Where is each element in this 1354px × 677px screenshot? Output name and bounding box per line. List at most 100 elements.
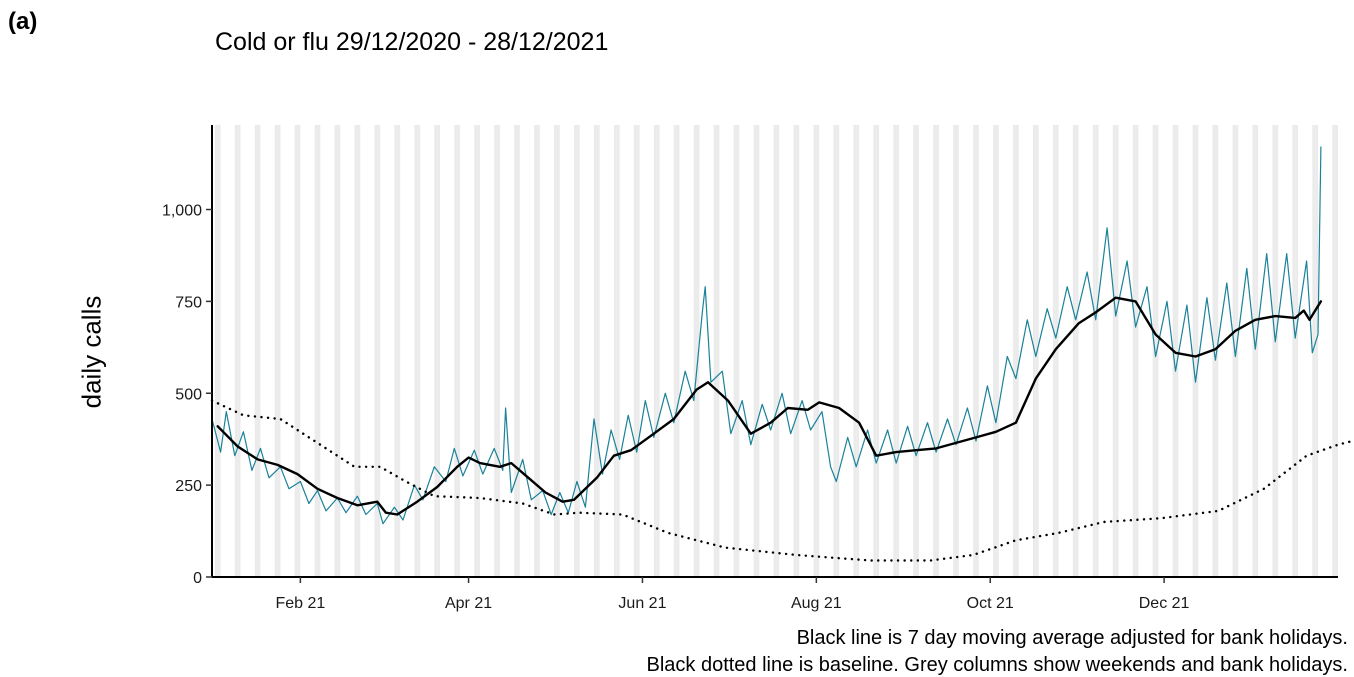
- weekend-column: [1175, 125, 1179, 577]
- weekend-column: [896, 125, 900, 577]
- y-tick-label: 1,000: [162, 203, 202, 220]
- weekend-column: [317, 125, 321, 577]
- weekend-column: [574, 125, 577, 577]
- weekend-column: [1275, 125, 1279, 577]
- weekend-column: [733, 125, 737, 577]
- weekend-column: [297, 125, 301, 577]
- weekend-column: [1252, 125, 1256, 577]
- weekend-column: [1255, 125, 1259, 577]
- weekend-column: [1312, 125, 1316, 577]
- weekend-column: [713, 125, 717, 577]
- x-tick-label: Dec 21: [1139, 595, 1190, 612]
- weekend-column: [517, 125, 520, 577]
- weekend-column: [1132, 125, 1136, 577]
- x-tick-label: Apr 21: [445, 595, 492, 612]
- weekend-column: [277, 125, 281, 577]
- weekend-column: [274, 125, 278, 577]
- weekend-column: [1075, 125, 1079, 577]
- panel-label: (a): [8, 8, 38, 35]
- weekend-column: [633, 125, 637, 577]
- weekend-column: [773, 125, 777, 577]
- weekend-column: [656, 125, 660, 577]
- weekend-column: [796, 125, 800, 577]
- weekend-column: [893, 125, 897, 577]
- weekend-column: [1072, 125, 1076, 577]
- weekend-column: [1232, 125, 1236, 577]
- weekend-column: [596, 125, 600, 577]
- x-tick-label: Jun 21: [618, 595, 666, 612]
- weekend-column: [973, 125, 976, 577]
- weekend-column: [454, 125, 458, 577]
- weekend-column: [334, 125, 338, 577]
- weekend-column: [1272, 125, 1276, 577]
- weekend-column: [753, 125, 757, 577]
- weekend-column: [836, 125, 840, 577]
- weekend-column: [414, 125, 418, 577]
- weekend-column: [214, 125, 218, 577]
- y-tick-label: 500: [175, 386, 202, 403]
- y-tick-label: 0: [193, 570, 202, 587]
- weekend-column: [394, 125, 398, 577]
- chart-title: Cold or flu 29/12/2020 - 28/12/2021: [215, 28, 609, 56]
- weekend-column: [1015, 125, 1019, 577]
- x-tick-label: Oct 21: [967, 595, 1014, 612]
- weekend-column: [477, 125, 480, 577]
- weekend-column: [497, 125, 500, 577]
- weekend-column: [693, 125, 697, 577]
- weekend-column: [514, 125, 518, 577]
- weekend-column: [813, 125, 817, 577]
- weekend-column: [377, 125, 381, 577]
- x-tick-label: Feb 21: [275, 595, 325, 612]
- weekend-column: [354, 125, 358, 577]
- weekend-column: [616, 125, 620, 577]
- weekend-column: [556, 125, 560, 577]
- weekend-column: [936, 125, 939, 577]
- weekend-column: [793, 125, 797, 577]
- weekend-column: [1292, 125, 1296, 577]
- weekend-column: [853, 125, 857, 577]
- weekend-column: [613, 125, 617, 577]
- weekend-column: [776, 125, 780, 577]
- weekend-column: [234, 125, 238, 577]
- weekend-column: [437, 125, 441, 577]
- weekend-column: [374, 125, 378, 577]
- weekend-column: [816, 125, 820, 577]
- weekend-column: [993, 125, 996, 577]
- y-tick-label: 250: [175, 478, 202, 495]
- weekend-column: [314, 125, 318, 577]
- caption-baseline: Black dotted line is baseline. Grey colu…: [646, 654, 1348, 676]
- weekend-column: [457, 125, 461, 577]
- weekend-column: [1013, 125, 1016, 577]
- weekend-column: [1135, 125, 1139, 577]
- weekend-column: [916, 125, 919, 577]
- y-tick-label: 750: [175, 294, 202, 311]
- weekend-column: [913, 125, 917, 577]
- weekend-column: [756, 125, 760, 577]
- weekend-column: [636, 125, 640, 577]
- weekend-column: [975, 125, 979, 577]
- weekend-column: [397, 125, 401, 577]
- weekend-column: [593, 125, 597, 577]
- x-tick-label: Aug 21: [791, 595, 842, 612]
- weekend-column: [434, 125, 438, 577]
- baseline-line: [210, 399, 1354, 562]
- weekend-column: [417, 125, 421, 577]
- weekend-column: [534, 125, 537, 577]
- weekend-column: [1112, 125, 1116, 577]
- weekend-column: [554, 125, 557, 577]
- weekend-column: [833, 125, 837, 577]
- weekend-column: [294, 125, 298, 577]
- weekend-column: [653, 125, 657, 577]
- weekend-column: [357, 125, 361, 577]
- weekend-column: [254, 125, 258, 577]
- weekend-column: [1332, 125, 1336, 577]
- weekend-column: [1235, 125, 1239, 577]
- weekend-column: [716, 125, 720, 577]
- weekend-column: [1192, 125, 1196, 577]
- weekend-column: [736, 125, 740, 577]
- weekend-column: [856, 125, 860, 577]
- weekend-column: [576, 125, 580, 577]
- weekend-column: [1295, 125, 1299, 577]
- weekend-column: [876, 125, 880, 577]
